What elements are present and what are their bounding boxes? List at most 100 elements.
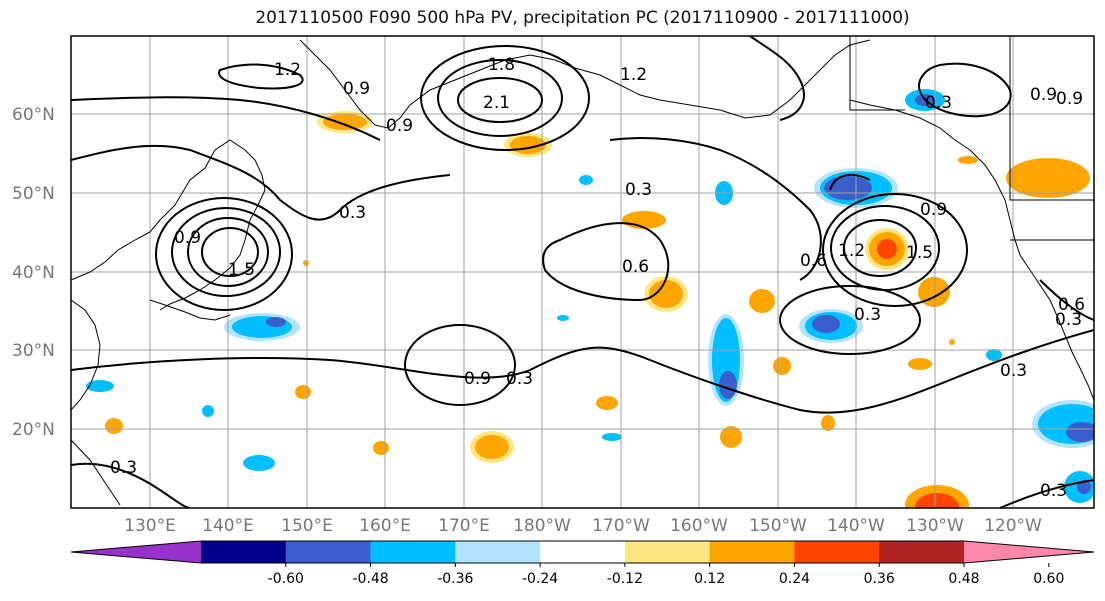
contour-label: 0.6 (800, 251, 827, 271)
precip-blob (323, 114, 367, 130)
pv-contours (71, 36, 1094, 508)
colorbar-tick-label: -0.48 (352, 571, 388, 587)
colorbar-tick-label: 0.60 (1033, 571, 1064, 587)
precip-blob (720, 426, 742, 448)
precip-blob (1006, 158, 1090, 198)
coastlines (71, 36, 1094, 506)
lon-label: 140°E (202, 516, 254, 536)
colorbar-segment (794, 541, 880, 563)
precip-blob (1066, 422, 1094, 442)
precip-blob (649, 280, 683, 308)
contour-label: 0.3 (625, 180, 652, 200)
precip-blob (908, 358, 932, 370)
lat-label-20n: 20°N (12, 420, 55, 440)
precip-blob (86, 380, 114, 392)
precip-blob (579, 175, 593, 185)
lat-labels: 60°N 50°N 40°N 30°N 20°N (12, 105, 55, 440)
precip-blob (986, 349, 1002, 361)
contour-label: 1.8 (488, 55, 515, 75)
colorbar-tick-label: 0.36 (864, 571, 895, 587)
contour-label: 0.3 (925, 93, 952, 113)
precip-blob (877, 239, 897, 259)
figure-title: 2017110500 F090 500 hPa PV, precipitatio… (255, 8, 910, 28)
precip-blob (105, 418, 123, 434)
lon-label: 120°W (984, 516, 1042, 536)
precip-blob (915, 493, 959, 508)
colorbar-extend-high (964, 541, 1094, 563)
colorbar-tick-label: 0.24 (779, 571, 810, 587)
precip-blob (557, 315, 569, 321)
colorbar-segment (540, 541, 626, 563)
contour-label: 0.9 (1030, 85, 1057, 105)
gridlines (71, 36, 1094, 508)
lon-label: 130°W (906, 516, 964, 536)
lon-label: 160°E (359, 516, 411, 536)
lat-label-50n: 50°N (12, 184, 55, 204)
contour-label: 1.2 (274, 60, 301, 80)
colorbar-tick-label: -0.12 (607, 571, 643, 587)
colorbar: -0.60 -0.48 -0.36 -0.24 -0.12 0.12 0.24 0.36 0.4… (70, 540, 1095, 587)
lon-label: 150°W (749, 516, 807, 536)
contour-label: 2.1 (483, 93, 510, 113)
colorbar-outline (70, 540, 1095, 564)
contour-label: 1.2 (620, 65, 647, 85)
contour-label: 0.3 (1055, 310, 1082, 330)
lon-label: 170°W (592, 516, 650, 536)
colorbar-segment (455, 541, 541, 563)
precip-blob (821, 415, 835, 431)
contour-label: 0.9 (464, 369, 491, 389)
precip-blob (243, 455, 275, 471)
precip-blob (596, 396, 618, 410)
precip-blob (602, 433, 622, 441)
lon-labels: 130°E 140°E 150°E 160°E 170°E 180°W 170°… (124, 516, 1042, 536)
precip-blob (812, 315, 840, 333)
contour-label: 1.5 (228, 260, 255, 280)
contour-labels: 1.2 0.9 1.8 2.1 1.2 0.9 0.9 0.9 0.9 0.3 … (110, 55, 1085, 501)
contour-label: 0.9 (343, 79, 370, 99)
precip-blob (475, 435, 509, 459)
colorbar-segment (370, 541, 456, 563)
precip-blob (749, 289, 775, 313)
contour-label: 0.3 (506, 369, 533, 389)
contour-label: 0.9 (174, 228, 201, 248)
precip-blob (295, 385, 311, 399)
precip-blob (1077, 480, 1091, 494)
lon-label: 180°W (513, 516, 571, 536)
precip-blob (958, 156, 978, 164)
contour-label: 0.3 (1000, 361, 1027, 381)
lat-label-40n: 40°N (12, 263, 55, 283)
colorbar-tick-label: -0.36 (437, 571, 473, 587)
lat-label-30n: 30°N (12, 341, 55, 361)
lon-label: 160°W (670, 516, 728, 536)
contour-label: 0.9 (1056, 89, 1083, 109)
contour-label: 0.3 (110, 458, 137, 478)
colorbar-segment (624, 541, 711, 563)
lon-label: 150°E (281, 516, 333, 536)
contour-label: 0.9 (920, 200, 947, 220)
precip-blob (622, 211, 666, 229)
precip-blob (949, 339, 955, 345)
colorbar-tick-label: 0.48 (948, 571, 979, 587)
lon-label: 170°E (438, 516, 490, 536)
colorbar-extend-low (71, 541, 201, 563)
contour-label: 0.9 (386, 116, 413, 136)
precip-blob (773, 357, 791, 375)
colorbar-tick-label: 0.12 (694, 571, 725, 587)
colorbar-segment (879, 541, 965, 563)
precip-blob (303, 260, 309, 266)
precip-blob (266, 317, 286, 327)
contour-label: 0.3 (854, 305, 881, 325)
precip-blob (373, 441, 389, 455)
lon-label: 130°E (124, 516, 176, 536)
contour-label: 0.3 (1040, 481, 1067, 501)
lon-label: 140°W (827, 516, 885, 536)
contour-label: 1.2 (838, 241, 865, 261)
precip-blob (202, 405, 214, 417)
precip-blob (824, 176, 872, 200)
lat-label-60n: 60°N (12, 105, 55, 125)
colorbar-segment (201, 541, 287, 563)
colorbar-tick-label: -0.24 (522, 571, 558, 587)
plot-frame (70, 35, 1095, 509)
precip-blob (719, 371, 737, 399)
